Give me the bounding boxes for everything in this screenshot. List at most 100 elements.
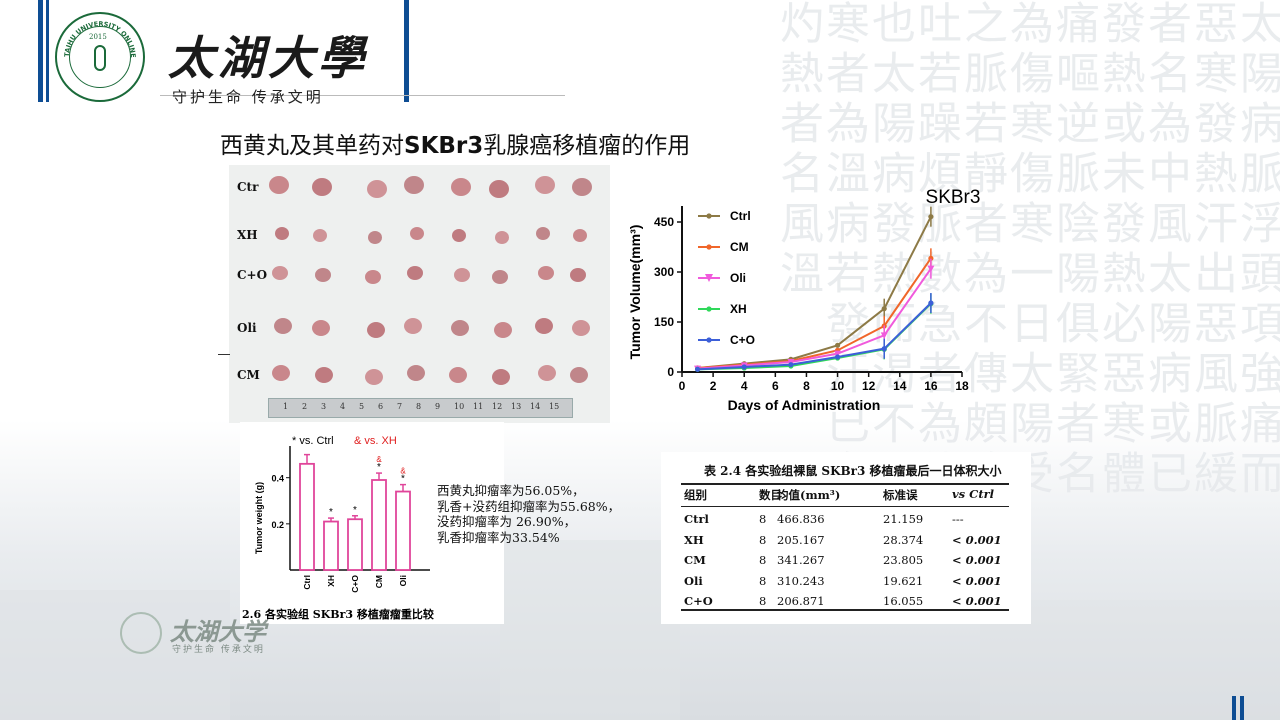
y-tick-label: 0.2 bbox=[271, 520, 284, 530]
table-header-cell: 组别 bbox=[684, 488, 707, 502]
bar bbox=[323, 520, 339, 571]
table-header-cell: vs Ctrl bbox=[952, 487, 995, 501]
header-bar-left bbox=[46, 0, 49, 102]
table-header-cell: 均值(mm³) bbox=[777, 488, 841, 502]
tumor-sample bbox=[275, 226, 289, 240]
tumor-sample bbox=[367, 180, 387, 198]
data-point bbox=[834, 342, 841, 348]
table-cell: --- bbox=[952, 512, 964, 526]
table-cell: < 0.001 bbox=[952, 573, 1002, 588]
series-line bbox=[697, 268, 932, 370]
university-motto: 守护生命 传承文明 bbox=[172, 88, 324, 106]
slide-title: 西黄丸及其单药对SKBr3乳腺癌移植瘤的作用 bbox=[220, 126, 690, 160]
note-line: 乳香+没药组抑瘤率为55.68%， bbox=[437, 498, 621, 514]
series-line bbox=[697, 302, 932, 371]
tumor-sample bbox=[272, 365, 290, 381]
tumor-sample bbox=[272, 266, 288, 280]
ruler: 1 2 3 4 5 6 7 8 9 10 11 12 13 14 15 bbox=[268, 398, 573, 418]
data-point bbox=[741, 364, 747, 370]
y-tick-label: 150 bbox=[654, 315, 674, 329]
data-point bbox=[694, 366, 701, 372]
x-tick-label: 12 bbox=[862, 379, 876, 393]
data-point bbox=[928, 214, 934, 220]
tumor-sample bbox=[404, 318, 422, 334]
tumor-sample bbox=[492, 369, 510, 385]
table-cell: C+O bbox=[684, 594, 713, 608]
tumor-sample bbox=[313, 228, 327, 242]
bar bbox=[371, 479, 387, 571]
tumor-sample bbox=[312, 178, 332, 196]
tumor-sample bbox=[449, 367, 467, 383]
y-tick-label: 450 bbox=[654, 215, 674, 229]
data-point bbox=[881, 346, 887, 352]
x-tick-label: 8 bbox=[803, 379, 810, 393]
table-cell: Oli bbox=[684, 573, 703, 588]
tumor-sample bbox=[538, 365, 556, 381]
logo-year: 2015 bbox=[89, 33, 107, 41]
table-cell: 205.167 bbox=[777, 532, 825, 547]
tumor-sample bbox=[489, 180, 509, 198]
tumor-sample bbox=[365, 270, 381, 284]
data-point bbox=[834, 354, 841, 360]
x-tick-label: Ctrl bbox=[302, 575, 312, 590]
title-prefix: 西黄丸及其单药对 bbox=[220, 133, 404, 159]
tumor-photo: Ctr XH C+O Oli CM bbox=[229, 165, 610, 423]
tumor-sample bbox=[452, 228, 466, 242]
tumor-sample bbox=[492, 270, 508, 284]
tumor-sample bbox=[407, 266, 423, 280]
university-logo: TAIHU UNIVERSITY ONLINE 2015 bbox=[55, 12, 145, 102]
volume-table: 表 2.4 各实验组裸鼠 SKBr3 移植瘤最后一日体积大小 组别 数目 均值(mm… bbox=[661, 452, 1031, 624]
footer-university-name: 太湖大学 bbox=[170, 617, 266, 646]
legend-amp: & vs. XH bbox=[354, 435, 397, 447]
legend-marker bbox=[706, 337, 712, 343]
bar bbox=[347, 518, 363, 571]
ruler-tick-label: 11 bbox=[473, 402, 484, 411]
table-cell: XH bbox=[684, 532, 704, 547]
ruler-tick-label: 12 bbox=[492, 402, 503, 411]
table-cell: 310.243 bbox=[777, 573, 825, 588]
tumor-sample bbox=[572, 320, 590, 336]
table-cell: 341.267 bbox=[777, 553, 825, 567]
bar bbox=[395, 490, 411, 571]
ruler-tick-label: 10 bbox=[454, 402, 465, 411]
ruler-tick-label: 9 bbox=[435, 402, 441, 411]
ruler-tick-label: 13 bbox=[511, 402, 522, 411]
legend-marker bbox=[706, 244, 712, 250]
footer-motto: 守护生命 传承文明 bbox=[172, 645, 265, 655]
data-point bbox=[927, 265, 935, 273]
x-tick-label: XH bbox=[326, 575, 336, 587]
tumor-sample bbox=[368, 230, 382, 244]
table-bottom-rule bbox=[681, 609, 1009, 611]
table-cell: 8 bbox=[759, 594, 767, 608]
row-label: XH bbox=[237, 228, 258, 242]
x-tick-label: 6 bbox=[772, 379, 779, 393]
legend-star: * vs. Ctrl bbox=[292, 435, 334, 447]
note-line: 乳香抑瘤率为33.54% bbox=[437, 529, 560, 545]
x-tick-label: 4 bbox=[741, 379, 748, 393]
footer-bar bbox=[1240, 696, 1244, 720]
tumor-sample bbox=[535, 318, 553, 334]
logo-emblem: 2015 bbox=[69, 26, 131, 88]
table-cell: 21.159 bbox=[883, 512, 924, 526]
table-cell: CM bbox=[684, 553, 706, 567]
ruler-tick-label: 4 bbox=[340, 402, 346, 411]
tumor-sample bbox=[312, 320, 330, 336]
table-cell: 466.836 bbox=[777, 512, 825, 526]
x-tick-label: C+O bbox=[350, 575, 360, 593]
table-cell: 19.621 bbox=[883, 573, 924, 588]
tumor-sample bbox=[570, 367, 588, 383]
data-point bbox=[788, 362, 794, 368]
title-cell-line: SKBr3 bbox=[404, 133, 484, 159]
chart-title: SKBr3 bbox=[926, 187, 981, 208]
chart-caption: 2.6 各实验组 SKBr3 移植瘤瘤重比较 bbox=[242, 607, 434, 621]
tumor-volume-chart: 0 2 4 6 8 10 12 14 16 18 0 150 300 450 Days of Adminis… bbox=[627, 187, 981, 413]
table-cell: 8 bbox=[759, 553, 767, 567]
table-cell: 8 bbox=[759, 532, 767, 547]
table-cell: 28.374 bbox=[883, 532, 924, 547]
legend-label: Ctrl bbox=[730, 209, 751, 223]
ruler-tick-label: 14 bbox=[530, 402, 541, 411]
tumor-sample bbox=[407, 365, 425, 381]
legend-marker bbox=[706, 306, 712, 312]
table-cell: 206.871 bbox=[777, 594, 825, 608]
legend-marker bbox=[705, 274, 713, 282]
